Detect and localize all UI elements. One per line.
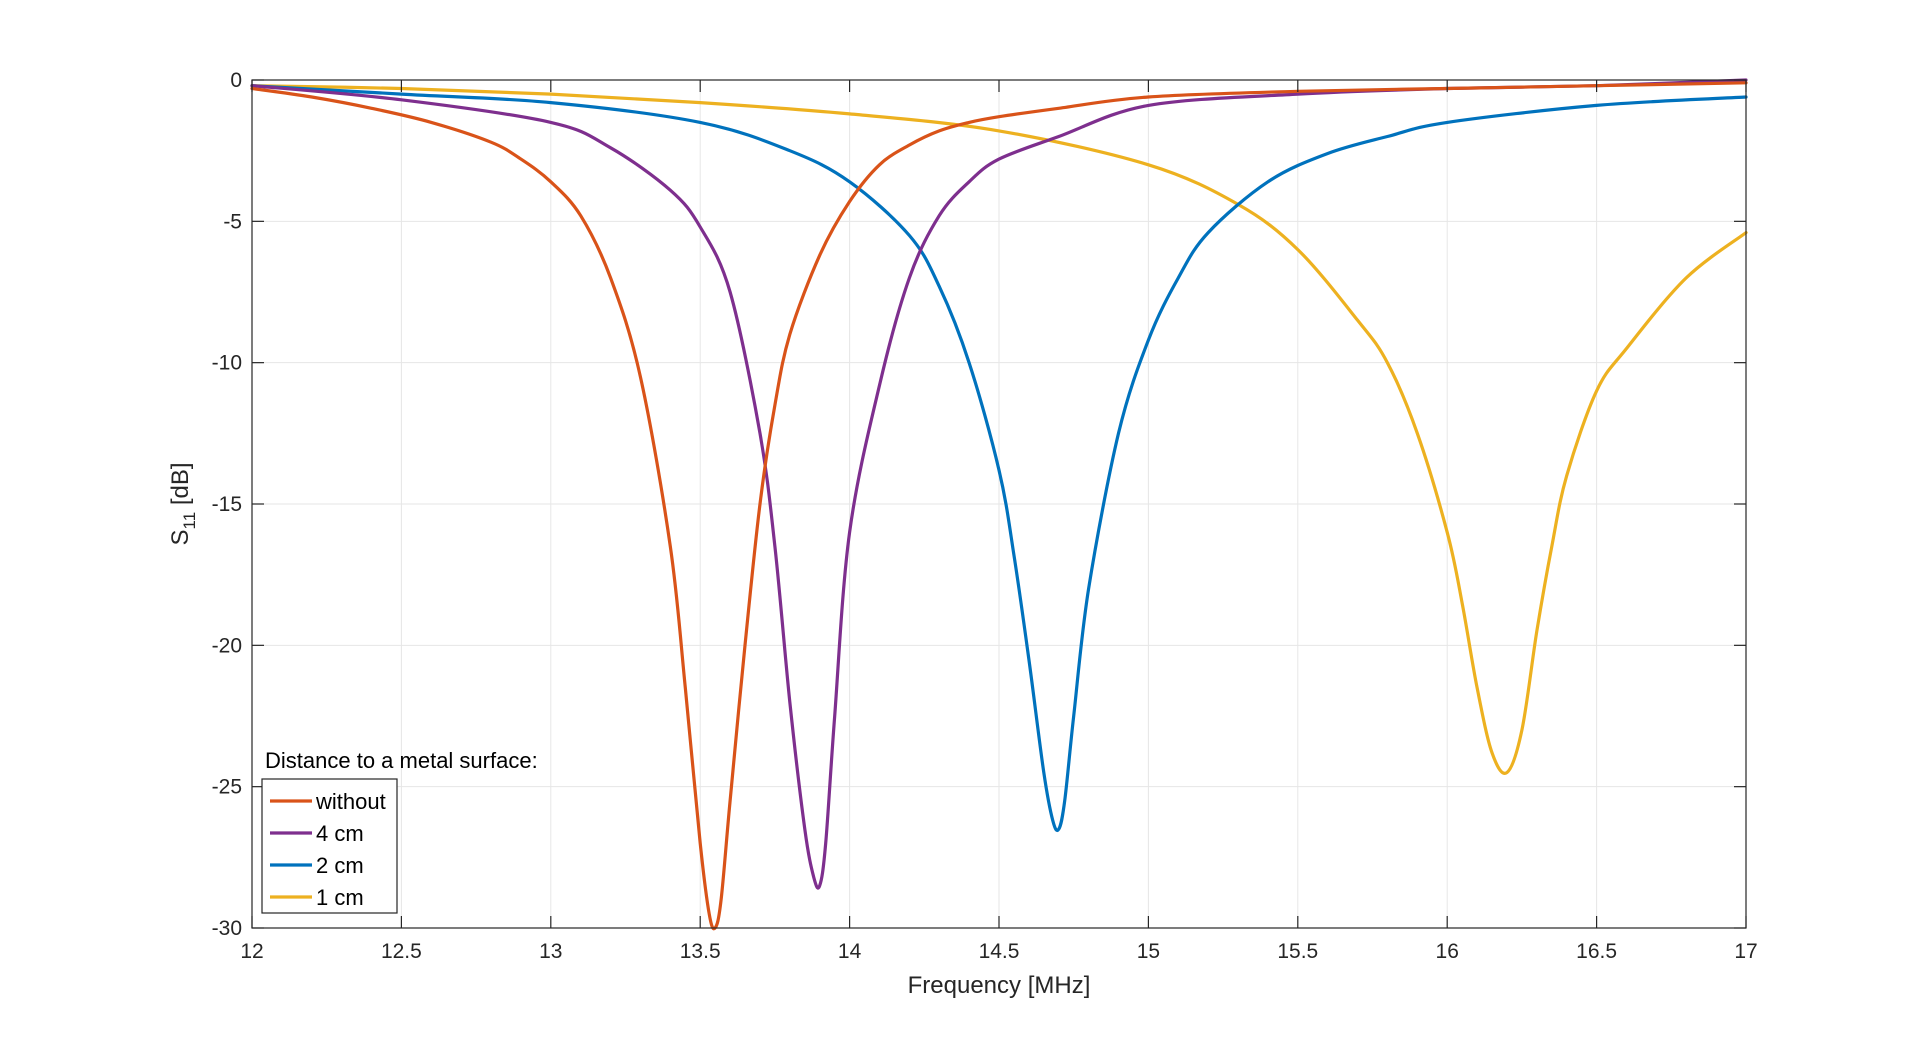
y-axis-label-main: S — [167, 530, 194, 546]
series-line-1-cm — [250, 84, 1748, 775]
x-tick-label: 15 — [1137, 940, 1160, 963]
series-line-4-cm — [250, 78, 1748, 890]
x-tick-label: 13.5 — [680, 940, 721, 963]
legend-entry-label: 4 cm — [316, 821, 364, 846]
legend-entry-label: without — [315, 789, 386, 814]
x-tick-label: 14 — [838, 940, 862, 963]
x-tick-label: 14.5 — [979, 940, 1020, 963]
x-tick-label: 12 — [240, 940, 263, 963]
y-tick-labels: 0 -5 -10 -15 -20 -25 -30 — [212, 69, 242, 940]
y-tick-label: -15 — [212, 493, 242, 516]
x-tick-label: 15.5 — [1277, 940, 1318, 963]
x-tick-label: 13 — [539, 940, 562, 963]
series-layer — [250, 78, 1748, 931]
x-tick-label: 16 — [1436, 940, 1459, 963]
legend-entries: without 4 cm 2 cm 1 cm — [270, 789, 386, 910]
x-axis-label: Frequency [MHz] — [908, 972, 1091, 999]
y-axis-label: S11 [dB] — [167, 462, 199, 545]
x-tick-labels: 12 12.5 13 13.5 14 14.5 15 15.5 16 16.5 17 — [240, 940, 1757, 963]
y-axis-label-subscript: 11 — [180, 512, 199, 530]
axis-ticks — [251, 79, 1747, 929]
legend-title: Distance to a metal surface: — [265, 748, 538, 773]
legend-entry-label: 2 cm — [316, 853, 364, 878]
y-tick-label: -25 — [212, 776, 242, 799]
y-tick-label: -10 — [212, 352, 242, 375]
y-tick-label: 0 — [230, 69, 242, 92]
y-tick-label: -30 — [212, 917, 242, 940]
y-axis-label-unit: [dB] — [167, 462, 194, 511]
x-tick-label: 17 — [1734, 940, 1757, 963]
grid-lines — [251, 79, 1747, 929]
legend-entry-label: 1 cm — [316, 885, 364, 910]
x-tick-label: 12.5 — [381, 940, 422, 963]
legend: Distance to a metal surface: without 4 cm… — [261, 748, 538, 914]
series-line-2-cm — [250, 84, 1748, 833]
y-tick-label: -20 — [212, 634, 242, 657]
series-line-without — [250, 81, 1748, 931]
y-tick-label: -5 — [223, 210, 242, 233]
x-tick-label: 16.5 — [1576, 940, 1617, 963]
